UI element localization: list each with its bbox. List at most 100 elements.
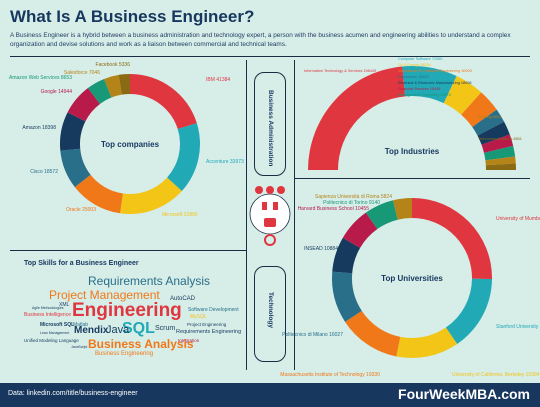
companies-slice bbox=[87, 78, 112, 105]
universities-slice bbox=[396, 327, 458, 358]
companies-label: Google 14944 bbox=[41, 89, 73, 95]
industries-slice bbox=[472, 109, 505, 136]
industries-label: Automotive 18283 bbox=[398, 75, 429, 79]
skill-word: Software Development bbox=[188, 307, 239, 313]
skill-word: Integration bbox=[178, 338, 200, 343]
universities-donut: University of Mumbai 38535 Stanford Unive… bbox=[280, 194, 540, 378]
skill-word: SQL bbox=[122, 320, 155, 337]
intro-text: A Business Engineer is a hybrid between … bbox=[10, 32, 511, 48]
industries-label: Financial Services 15445 bbox=[398, 87, 440, 91]
companies-label: IBM 41384 bbox=[206, 77, 230, 83]
source-text: Data: linkedin.com/title/business-engine… bbox=[8, 390, 138, 397]
companies-slice bbox=[104, 74, 122, 98]
companies-label: Amazon 18398 bbox=[22, 125, 56, 131]
industries-center-label: Top Industries bbox=[385, 147, 440, 156]
universities-slice bbox=[365, 200, 398, 229]
skill-word: MySQL bbox=[190, 314, 207, 320]
universities-center-label: Top Universities bbox=[381, 274, 443, 283]
companies-slice bbox=[60, 112, 86, 151]
companies-donut: IBM 41384 Accenture 33973 Microsoft 31890 O… bbox=[9, 62, 244, 218]
universities-label: Stanford University 23314 bbox=[496, 324, 540, 330]
companies-slice bbox=[120, 177, 182, 214]
skill-word: JavaScript bbox=[71, 345, 88, 349]
industries-label: Mechanical Or Industrial Engineering 300… bbox=[398, 69, 472, 73]
universities-slice bbox=[332, 271, 362, 322]
divider-right bbox=[294, 60, 295, 370]
divider-mid-left bbox=[10, 250, 246, 251]
companies-label: Microsoft 31890 bbox=[162, 212, 198, 218]
skill-word: AutoCAD bbox=[170, 296, 196, 302]
universities-label: Massachusetts Institute of Technology 19… bbox=[280, 372, 380, 378]
page-title: What Is A Business Engineer? bbox=[10, 7, 255, 26]
industries-slice bbox=[308, 66, 406, 170]
divider-left bbox=[246, 60, 247, 370]
skill-word: Lean Management bbox=[40, 331, 70, 335]
skill-word: Unified Modeling Language bbox=[24, 338, 79, 343]
companies-slice bbox=[130, 74, 197, 130]
industries-slice bbox=[481, 134, 514, 153]
industries-donut: Information Technology & Services 198449… bbox=[304, 57, 522, 170]
technology-pill bbox=[254, 266, 286, 362]
footer-bar: Data: linkedin.com/title/business-engine… bbox=[0, 383, 540, 407]
industries-label: Management Consulting 13874 bbox=[398, 93, 451, 97]
skill-word: Microsoft SQL bbox=[40, 322, 75, 328]
skill-word: Project Engineering bbox=[187, 322, 227, 327]
companies-label: Oracle 25003 bbox=[66, 207, 96, 213]
skills-title: Top Skills for a Business Engineer bbox=[24, 260, 139, 267]
industries-slice bbox=[485, 156, 516, 166]
skill-word: Engineering bbox=[72, 300, 182, 321]
universities-label: Politecnico di Milano 16027 bbox=[282, 332, 343, 338]
universities-slice bbox=[332, 237, 361, 274]
skill-word: Agile Methodologies bbox=[32, 306, 64, 310]
companies-label: Cisco 18572 bbox=[30, 169, 58, 175]
universities-label: University of California, Berkeley 19394 bbox=[452, 372, 540, 378]
divider-top bbox=[10, 56, 530, 57]
skill-word: Business Intelligence bbox=[24, 312, 71, 318]
industries-slice bbox=[461, 92, 497, 128]
skill-word: Mendix bbox=[74, 325, 109, 336]
industries-slice bbox=[402, 66, 457, 104]
industries-slice bbox=[443, 76, 482, 115]
skill-word: Requirements Analysis bbox=[88, 274, 211, 288]
gears-and-people-icon bbox=[249, 186, 291, 246]
industries-label: Information Technology & Services 198449 bbox=[304, 69, 376, 73]
companies-label: Facebook 5336 bbox=[96, 62, 131, 68]
companies-slice bbox=[74, 174, 123, 214]
industries-label: Electrical & Electronic Manufacturing 18… bbox=[398, 81, 471, 85]
companies-slice bbox=[60, 148, 91, 188]
universities-slice bbox=[342, 212, 378, 248]
skill-word: Scrum bbox=[155, 325, 176, 332]
universities-label: Politecnico di Torino 9140 bbox=[323, 200, 380, 206]
universities-label: INSEAD 10884 bbox=[304, 246, 338, 252]
business-administration-pill bbox=[254, 72, 286, 176]
industries-slice bbox=[483, 145, 516, 161]
companies-slice bbox=[118, 74, 130, 95]
skill-word: Requirements Engineering bbox=[176, 329, 242, 335]
skill-word: Business Engineering bbox=[95, 351, 154, 357]
brand-logo: FourWeekMBA.com bbox=[398, 386, 530, 402]
companies-center-label: Top companies bbox=[101, 140, 160, 149]
universities-slice bbox=[393, 198, 412, 220]
companies-slice bbox=[67, 88, 100, 122]
companies-slice bbox=[167, 123, 200, 192]
universities-label: University of Mumbai 38535 bbox=[496, 216, 540, 222]
industries-label: Oil & Energy 38254 bbox=[398, 63, 431, 67]
skill-word: Matlab bbox=[73, 322, 89, 328]
companies-label: Accenture 33973 bbox=[206, 159, 244, 165]
companies-label: Salesforce 7046 bbox=[64, 70, 100, 76]
divider-mid-right bbox=[294, 178, 530, 179]
universities-label: Sapienza Università di Roma 5824 bbox=[315, 194, 392, 200]
skill-word: Business Analysis bbox=[88, 337, 194, 351]
universities-label: Harvard Business School 10455 bbox=[298, 206, 370, 212]
universities-slice bbox=[412, 198, 492, 280]
industries-label: Telecommunications 8551 bbox=[478, 137, 522, 141]
skill-word: Java bbox=[106, 324, 130, 336]
industries-label: Computer Software 72060 bbox=[398, 57, 442, 61]
universities-slice bbox=[445, 278, 492, 345]
industries-slice bbox=[477, 121, 510, 145]
skill-word: XML bbox=[59, 302, 70, 308]
industries-slice bbox=[485, 163, 516, 170]
companies-label: Amazon Web Services 8653 bbox=[9, 75, 72, 81]
industries-label: Banking 9002 bbox=[478, 115, 501, 119]
